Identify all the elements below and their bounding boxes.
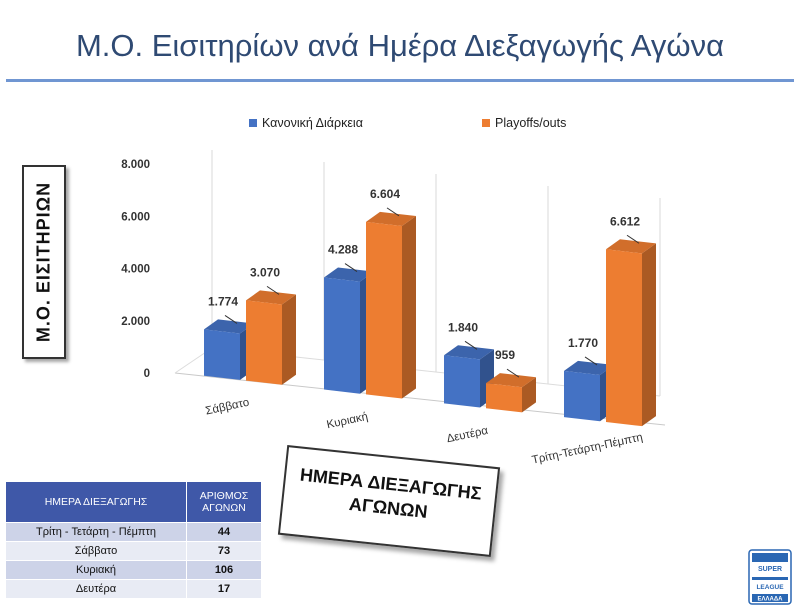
table-row: Δευτέρα 17 — [5, 579, 262, 599]
super-league-logo: SUPER LEAGUE ΕΛΛΑΔΑ — [748, 549, 792, 605]
bar-side-face — [522, 377, 536, 413]
data-label: 1.840 — [448, 320, 478, 334]
table-cell-count: 44 — [186, 522, 262, 542]
logo-text-3: ΕΛΛΑΔΑ — [758, 597, 784, 603]
data-label: 6.612 — [610, 214, 640, 228]
bar-top-face — [324, 267, 374, 282]
data-label: 1.770 — [568, 336, 598, 350]
data-label: 3.070 — [250, 265, 280, 279]
table-cell-day: Τρίτη - Τετάρτη - Πέμπτη — [5, 522, 187, 542]
y-tick-label: 4.000 — [121, 264, 150, 276]
bar-playoffs — [486, 373, 536, 413]
data-label-leader — [626, 234, 640, 244]
table-row: Κυριακή 106 — [5, 560, 262, 580]
data-label: 6.604 — [370, 187, 400, 201]
bar-top-face — [564, 360, 614, 376]
y-tick-label: 6.000 — [121, 211, 150, 223]
table-cell-count: 17 — [186, 579, 262, 599]
x-tick-label: Τρίτη-Τετάρτη-Πέμπτη — [531, 431, 644, 466]
data-label: 1.774 — [208, 294, 238, 308]
table-cell-day: Σάββατο — [5, 541, 187, 561]
table-header-day: ΗΜΕΡΑ ΔΙΕΞΑΓΩΓΗΣ — [5, 481, 187, 523]
data-label-leader — [224, 314, 238, 324]
bar-front-face — [606, 249, 642, 427]
data-label-leader — [584, 356, 598, 366]
bar-top-face — [366, 211, 416, 227]
data-label-leader — [266, 285, 280, 295]
bar-playoffs — [366, 211, 416, 399]
logo-text-1: SUPER — [758, 566, 782, 573]
data-label-leader — [344, 263, 358, 272]
chart-bars — [204, 211, 656, 427]
table-cell-day: Δευτέρα — [5, 579, 187, 599]
x-tick-label: Σάββατο — [204, 397, 250, 418]
data-label: 959 — [495, 348, 515, 362]
bar-front-face — [204, 329, 240, 380]
title-divider — [6, 79, 794, 82]
table-row: Σάββατο 73 — [5, 541, 262, 561]
table-cell-count: 106 — [186, 560, 262, 580]
bar-chart: 0 2.000 4.000 6.000 8.000 1.774 3.070 4.288 6.6… — [121, 116, 666, 467]
bar-side-face — [282, 294, 296, 385]
y-tick-labels: 0 2.000 4.000 6.000 8.000 — [121, 159, 150, 380]
bar-top-face — [204, 319, 254, 334]
matches-table: ΗΜΕΡΑ ΔΙΕΞΑΓΩΓΗΣ ΑΡΙΘΜΟΣ ΑΓΩΝΩΝ Τρίτη - … — [5, 481, 262, 599]
y-axis-title-box: Μ.Ο. ΕΙΣΙΤΗΡΙΩΝ — [22, 165, 66, 359]
bar-front-face — [324, 277, 360, 394]
data-label-leader — [386, 207, 400, 217]
bar-top-face — [444, 345, 494, 360]
bar-front-face — [444, 355, 480, 408]
page-title: Μ.Ο. Εισιτηρίων ανά Ημέρα Διεξαγωγής Αγώ… — [75, 28, 725, 63]
y-axis-title: Μ.Ο. ΕΙΣΙΤΗΡΙΩΝ — [33, 181, 54, 343]
legend-label: Playoffs/outs — [495, 116, 566, 130]
y-tick-label: 8.000 — [121, 159, 150, 171]
data-labels: 1.774 3.070 4.288 6.604 1.840 959 1.770 6.612 — [208, 187, 640, 378]
data-label: 4.288 — [328, 243, 358, 257]
bar-top-face — [246, 290, 296, 305]
data-label-leader — [506, 368, 520, 378]
bar-front-face — [564, 370, 600, 422]
y-tick-label: 2.000 — [121, 316, 150, 328]
bar-top-face — [486, 373, 536, 388]
logo-text-2: LEAGUE — [756, 584, 784, 591]
legend-swatch — [249, 119, 257, 127]
bar-side-face — [642, 243, 656, 427]
table-header-count: ΑΡΙΘΜΟΣ ΑΓΩΝΩΝ — [186, 481, 262, 523]
data-label-leader — [464, 340, 478, 350]
x-tick-label: Κυριακή — [326, 411, 369, 431]
bar-playoffs — [606, 239, 656, 427]
legend-label: Κανονική Διάρκεια — [262, 116, 363, 130]
bar-side-face — [402, 216, 416, 399]
bar-top-face — [606, 239, 656, 254]
table-header-row: ΗΜΕΡΑ ΔΙΕΞΑΓΩΓΗΣ ΑΡΙΘΜΟΣ ΑΓΩΝΩΝ — [5, 481, 262, 523]
bar-playoffs — [246, 290, 296, 385]
x-tick-label: Δευτέρα — [446, 425, 490, 446]
table-cell-day: Κυριακή — [5, 560, 187, 580]
legend: Κανονική Διάρκεια Playoffs/outs — [249, 116, 566, 130]
table-cell-count: 73 — [186, 541, 262, 561]
bar-front-face — [366, 221, 402, 399]
bar-front-face — [486, 383, 522, 413]
y-tick-label: 0 — [144, 368, 150, 380]
table-row: Τρίτη - Τετάρτη - Πέμπτη 44 — [5, 522, 262, 542]
x-axis-title: ΗΜΕΡΑ ΔΙΕΞΑΓΩΓΗΣ ΑΓΩΝΩΝ — [299, 464, 483, 523]
bar-front-face — [246, 300, 282, 385]
legend-swatch — [482, 119, 490, 127]
